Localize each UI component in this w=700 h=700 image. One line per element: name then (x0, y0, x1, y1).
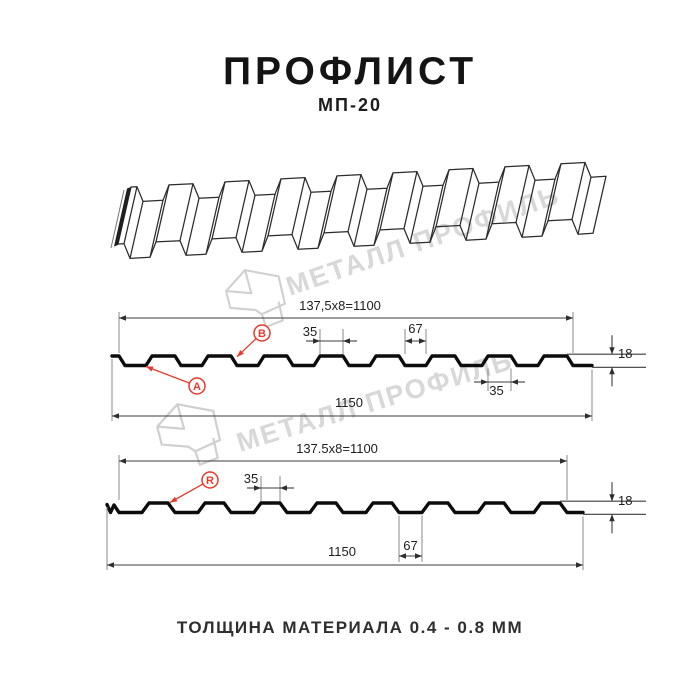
dimension-label: 35 (489, 383, 503, 398)
callout-letter: А (193, 381, 201, 393)
dimension-label: 35 (244, 471, 258, 486)
callout-circle (253, 324, 271, 342)
callout-letter: R (206, 475, 214, 487)
brand-logo-watermark (225, 269, 286, 328)
callout-circle (188, 377, 206, 395)
profile-3d-view (110, 161, 607, 260)
dimension-label: 137,5x8=1100 (299, 298, 381, 313)
sheet-cut-edge (114, 187, 131, 247)
dimension-label: 18 (618, 493, 632, 508)
dimension-label: 1150 (335, 395, 363, 410)
callout-letter: В (258, 328, 266, 340)
dimension-label: 35 (303, 324, 317, 339)
callout-circle (201, 471, 219, 489)
brand-logo-watermark (156, 403, 222, 466)
dimension-label: 67 (403, 538, 417, 553)
material-thickness-note: ТОЛЩИНА МАТЕРИАЛА 0.4 - 0.8 ММ (176, 618, 524, 637)
page-title: ПРОФЛИСТ (222, 50, 478, 93)
cross-section-side-a-b: 137,5x8=1100 35 67 18 35 1150 В А (110, 298, 646, 421)
dimension-label: 137.5x8=1100 (296, 441, 378, 456)
cross-section-side-r: 137.5x8=1100 35 67 18 1150 R (105, 441, 646, 570)
product-code: МП-20 (318, 95, 382, 115)
profile-outline (105, 501, 585, 515)
profile-outline (110, 354, 594, 368)
dimension-label: 1150 (328, 544, 356, 559)
dimension-label: 67 (408, 321, 422, 336)
dimension-label: 18 (618, 346, 632, 361)
